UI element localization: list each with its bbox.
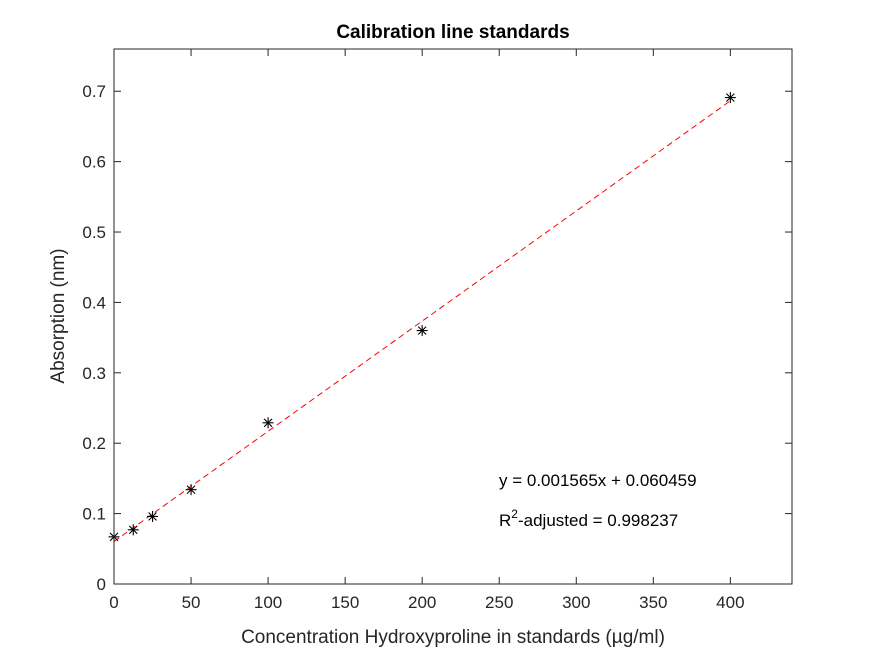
data-point [416,325,428,337]
x-tick-label: 200 [408,593,436,612]
y-tick-label: 0.5 [82,223,106,242]
x-tick-label: 150 [331,593,359,612]
chart-title: Calibration line standards [336,22,569,43]
y-tick-label: 0.6 [82,153,106,172]
x-tick-label: 250 [485,593,513,612]
data-point [127,524,139,536]
y-tick-label: 0.3 [82,364,106,383]
plot-area [114,49,792,584]
data-point [724,92,736,104]
fit-line [113,100,731,542]
data-point [262,417,274,429]
x-tick-label: 0 [109,593,118,612]
data-point [147,510,159,522]
x-tick-label: 350 [639,593,667,612]
x-axis-label: Concentration Hydroxyproline in standard… [241,627,665,648]
y-tick-label: 0.1 [82,505,106,524]
data-point [185,484,197,496]
x-tick-label: 400 [716,593,744,612]
plot-frame [113,48,793,585]
r2-suffix: -adjusted = 0.998237 [518,511,678,530]
y-tick-label: 0 [97,575,106,594]
x-tick-label: 100 [254,593,282,612]
y-tick-label: 0.4 [82,293,106,312]
r2-superscript: 2 [511,507,518,521]
y-tick-label: 0.2 [82,434,106,453]
y-axis-label: Absorption (nm) [48,248,69,383]
y-axis-ticks: 0 0.1 0.2 0.3 0.4 0.5 0.6 0.7 [82,82,792,594]
x-axis-ticks: 0 50 100 150 200 250 300 350 400 [109,49,745,612]
fit-equation-annotation: y = 0.001565x + 0.060459 [499,471,697,490]
r2-base: R [499,511,511,530]
x-tick-label: 50 [182,593,201,612]
r2-annotation: R2-adjusted = 0.998237 [499,507,678,530]
x-tick-label: 300 [562,593,590,612]
y-tick-label: 0.7 [82,82,106,101]
fit-line-layer [113,100,731,542]
